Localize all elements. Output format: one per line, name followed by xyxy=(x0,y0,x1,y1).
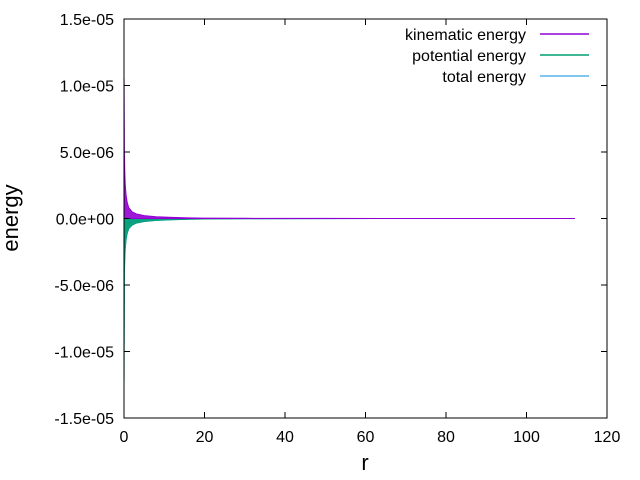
legend: kinematic energy potential energy total en… xyxy=(405,27,589,86)
legend-label-0: kinematic energy xyxy=(405,27,526,44)
x-tick-label: 0 xyxy=(120,429,129,446)
legend-label-2: total energy xyxy=(442,69,526,86)
x-tick-label: 20 xyxy=(196,429,214,446)
series-fills xyxy=(124,78,575,381)
x-tick-label: 60 xyxy=(357,429,375,446)
y-axis-ticks: 1.5e-05 1.0e-05 5.0e-06 0.0e+00 -5.0e-06 -1.0… xyxy=(54,12,607,428)
series-lines xyxy=(123,78,575,381)
x-axis-label: r xyxy=(361,450,368,475)
series-line-1 xyxy=(123,218,575,381)
y-tick-label: -1.0e-05 xyxy=(54,345,114,362)
x-axis-ticks: 0 20 40 60 80 100 120 xyxy=(120,19,621,446)
y-tick-label: -5.0e-06 xyxy=(54,278,114,295)
legend-label-1: potential energy xyxy=(412,48,526,65)
y-tick-label: -1.5e-05 xyxy=(54,411,114,428)
y-axis-label: energy xyxy=(0,184,23,251)
series-line-0 xyxy=(123,78,575,219)
series-fill-1 xyxy=(124,218,575,381)
series-fill-0 xyxy=(124,78,575,219)
x-tick-label: 40 xyxy=(276,429,294,446)
x-tick-label: 80 xyxy=(437,429,455,446)
x-tick-label: 120 xyxy=(594,429,621,446)
y-tick-label: 0.0e+00 xyxy=(56,212,114,229)
x-tick-label: 100 xyxy=(513,429,540,446)
y-tick-label: 5.0e-06 xyxy=(60,145,114,162)
series-line-2 xyxy=(123,218,575,345)
y-tick-label: 1.0e-05 xyxy=(60,79,114,96)
y-tick-label: 1.5e-05 xyxy=(60,12,114,29)
series-fill-2 xyxy=(124,218,575,345)
